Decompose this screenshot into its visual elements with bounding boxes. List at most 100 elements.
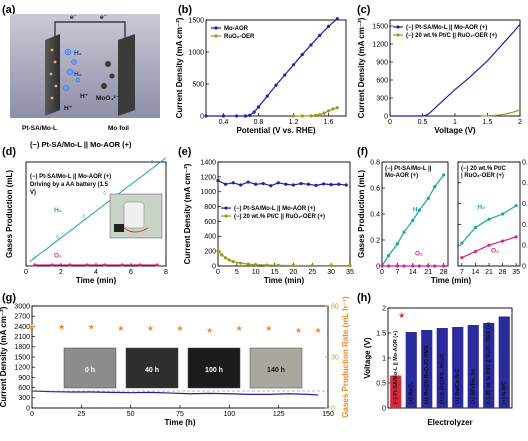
annotation-d-device: (−) Pt-SA/Mo-L || Mo-AOR (+)	[30, 174, 111, 180]
bar-label-h-1: (+) RuO₂	[409, 381, 415, 404]
x-tick-label-c-1: 0.5	[418, 119, 428, 126]
x-tick-label-b-1: 0.8	[254, 119, 264, 126]
data-point-fR-1-2	[487, 243, 491, 247]
x-tick-label-e-0: 0	[216, 269, 220, 276]
data-point-b-0-12	[309, 43, 313, 47]
data-point-d-0-2: ◊	[82, 213, 85, 220]
x-tick-label-fL-0: 0	[380, 269, 384, 276]
x-tick-label-e-4: 20	[290, 269, 298, 276]
legend-label-b-0: Mo-AOR	[224, 26, 249, 32]
y-tick-label-fR-1: 0.02	[522, 243, 528, 250]
series-line-g-0	[31, 390, 319, 396]
h2-label-2: H₂	[74, 71, 82, 78]
legend-label-e-0: (−) Pt-SA/Mo-L || Mo-AOR (+)	[234, 206, 315, 212]
panel-letter-d: (d)	[2, 146, 16, 158]
electron-label-right: e⁻	[100, 14, 107, 21]
legend-label-c-0: (−) Pt-SA/Mo-L || Mo-AOR (+)	[406, 25, 487, 31]
y-tick-label-b-1: 500	[192, 81, 204, 88]
inset-photo-label-g-0: 0 h	[85, 367, 95, 374]
y-tick-label-e-0: 0	[212, 263, 216, 270]
data-point-fL-1-5	[417, 264, 421, 268]
panel-letter-h: (h)	[357, 292, 371, 304]
x-axis-label-c: Voltage (V)	[434, 126, 476, 135]
data-point-fL-0-1	[387, 254, 391, 258]
x-axis-label-g: Time (h)	[165, 418, 196, 427]
data-point-b-1-2	[309, 114, 313, 118]
y-tick-label-fR-2: 0.04	[522, 222, 528, 229]
left-electrode-label: Pt-SA/Mo-L	[22, 125, 57, 132]
x-tick-label-fL-3: 21	[424, 269, 432, 276]
data-point-d-1-6	[138, 263, 142, 267]
x-tick-label-c-4: 2	[518, 119, 522, 126]
series-line-e-1	[217, 250, 350, 267]
data-point-fL-1-8	[442, 264, 446, 268]
inset-photo-d-beaker	[123, 201, 145, 229]
panel-letter-e: (e)	[178, 146, 192, 158]
y-tick-label-g-8: 2400	[14, 324, 30, 331]
chart-fL: 0 7 14 21 28 0 0.2 0.4 0.6 0.8 Gases Production (m…	[357, 159, 449, 276]
data-point-e-0-7	[269, 184, 273, 188]
data-point-e-1-9	[276, 263, 280, 267]
schematic-caption: (−) Pt-SA/Mo-L || Mo-AOR (+)	[30, 140, 132, 149]
y-axis-label-fL: Gases Production (mL)	[357, 170, 366, 258]
data-point-g-1-0: ★	[28, 322, 35, 331]
y2-axis-label-g: Gases Production Rate (mL h⁻¹)	[341, 296, 350, 418]
data-point-fL-1-7	[433, 264, 437, 268]
x-tick-label-e-7: 35	[346, 269, 354, 276]
x-tick-label-g-1: 25	[77, 411, 85, 418]
legend-marker-c-1	[396, 33, 400, 37]
y-tick-label-h-1: 0.5	[376, 380, 386, 387]
data-point-b-0-6	[256, 105, 261, 109]
x-tick-label-c-3: 1.5	[483, 119, 493, 126]
y-tick-label-c-2: 600	[376, 77, 388, 84]
bar-h-4	[452, 327, 464, 408]
y-tick-label-g-5: 1500	[14, 354, 30, 361]
data-point-b-1-3	[313, 113, 317, 118]
data-point-fR-1-1	[473, 249, 478, 254]
data-point-e-1-0	[216, 249, 220, 253]
x-tick-label-e-3: 15	[271, 269, 279, 276]
x-tick-label-b-0: 0.4	[219, 119, 229, 126]
data-point-d-0-3: ◊	[103, 190, 106, 197]
panel-letter-b: (b)	[178, 4, 192, 16]
hplus-label-2: H⁺	[64, 105, 72, 112]
legend-label-e-1: (−) 20 wt.% Pt/C || RuO₂-OER (+)	[234, 214, 325, 220]
data-point-b-1-1	[300, 114, 304, 118]
data-point-e-1-3	[227, 258, 231, 262]
y-tick-label-g-7: 2100	[14, 334, 30, 341]
data-point-g-1-5: ★	[176, 324, 183, 333]
data-point-e-1-8	[265, 263, 269, 267]
data-point-b-0-8	[274, 83, 278, 87]
data-point-e-1-4	[231, 259, 235, 264]
data-point-fL-1-6	[426, 264, 430, 268]
bar-h-2	[421, 330, 433, 408]
x-axis-label-h: Electrolyzer	[427, 418, 472, 427]
data-point-g-1-9: ★	[295, 326, 302, 335]
data-point-fL-0-8	[442, 173, 446, 177]
y-tick-label-b-3: 1500	[188, 17, 204, 24]
data-point-e-0-6	[261, 181, 265, 186]
data-point-e-0-15	[329, 183, 333, 187]
x-tick-label-fR-0: 7	[460, 269, 464, 276]
y-tick-label-b-2: 1000	[188, 49, 204, 56]
data-point-d-1-1	[50, 263, 54, 267]
y-tick-label-e-6: 1200	[200, 174, 216, 181]
annotation-d-battery: Driving by a AA battery (1.5	[30, 182, 109, 188]
legend-marker-b-0	[214, 26, 218, 30]
data-point-g-1-10: ★	[315, 326, 322, 335]
chart-c: 0 0.5 1 1.5 2 0 300 600 900 1200 1500 Voltage (V) Cu…	[357, 17, 522, 135]
x-tick-label-fL-2: 14	[409, 269, 417, 276]
x-tick-label-g-0: 0	[30, 411, 34, 418]
data-point-fR-1-3	[500, 239, 505, 243]
highlight-star-h: ★	[398, 311, 405, 320]
y-tick-label-fL-2: 0.4	[370, 211, 380, 218]
right-electrode	[118, 34, 135, 116]
bar-label-h-5: (+) BPi/Ru_be	[471, 369, 477, 404]
data-point-fR-0-1	[473, 225, 478, 230]
inset-photo-g-0	[63, 347, 117, 389]
x-tick-label-g-6: 150	[322, 411, 334, 418]
series-line-e-0	[217, 180, 347, 187]
data-point-e-1-7	[254, 263, 258, 267]
y-tick-label-h-0: 0	[382, 405, 386, 412]
data-point-e-1-13	[348, 264, 352, 268]
